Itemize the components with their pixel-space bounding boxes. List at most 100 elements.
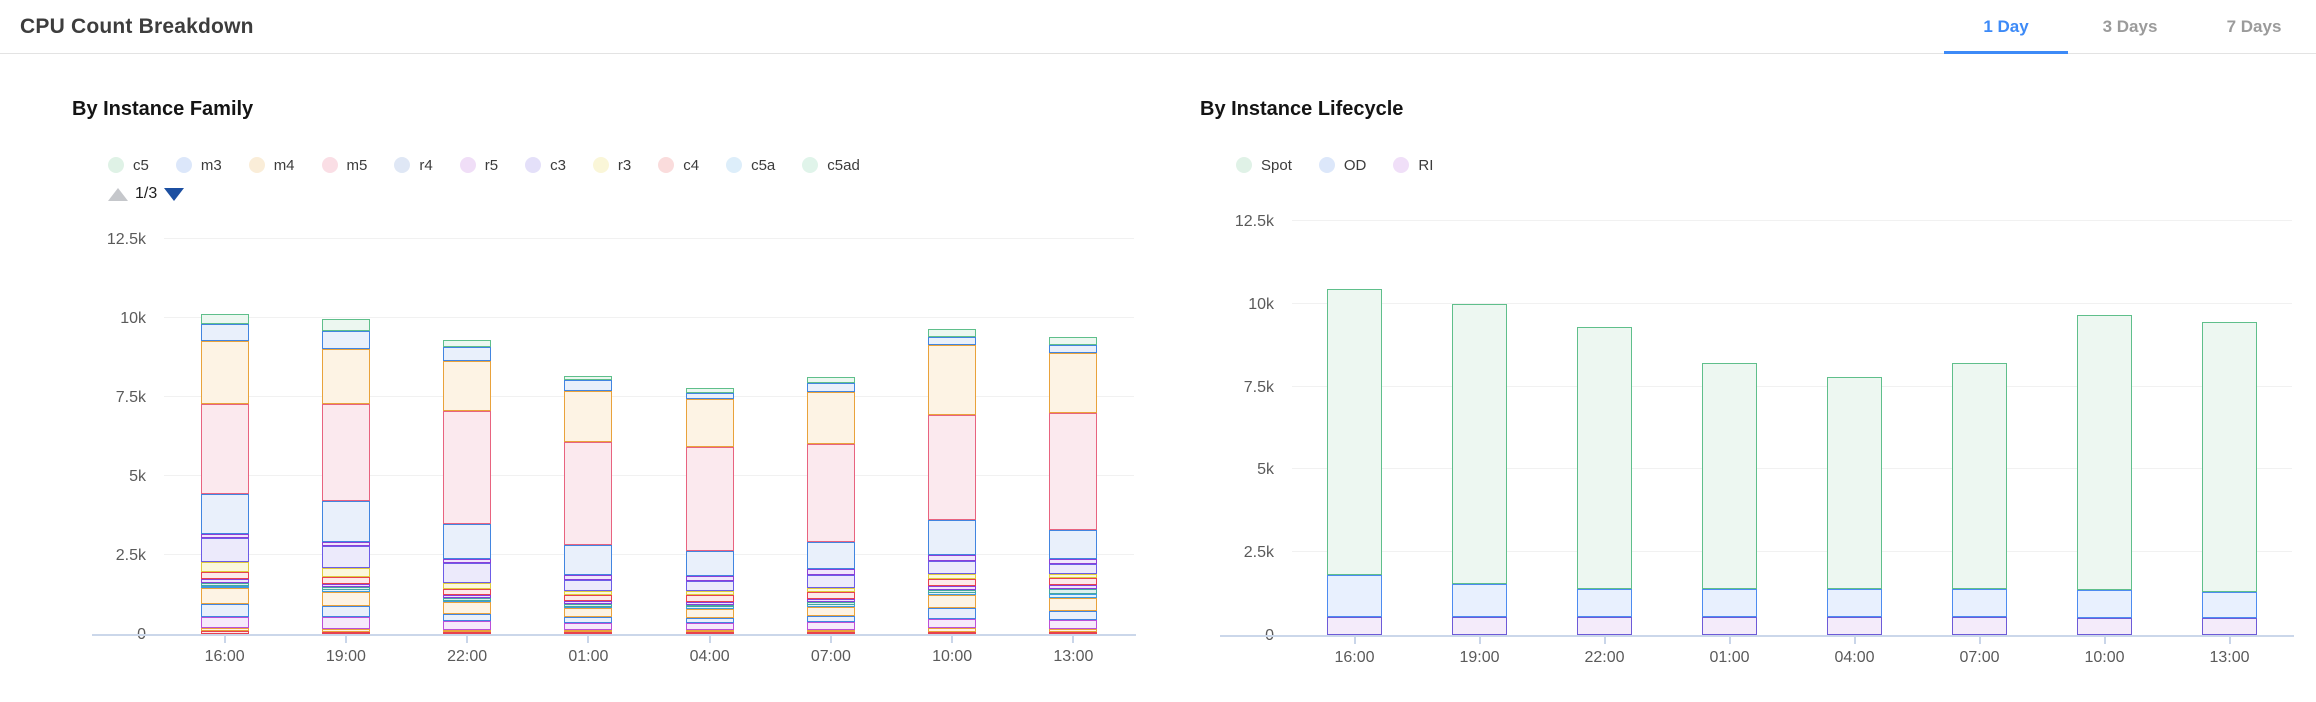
bar-segment-od[interactable] xyxy=(1827,588,1882,617)
bar-segment-red[interactable] xyxy=(806,592,855,600)
bar-segment-od[interactable] xyxy=(2077,590,2132,619)
bar-segment-yellow[interactable] xyxy=(928,573,977,579)
bar-07:00[interactable] xyxy=(1952,183,2007,635)
pager-down-icon[interactable] xyxy=(164,187,185,201)
bar-segment-pink[interactable] xyxy=(806,444,855,543)
bar-segment-blue[interactable] xyxy=(321,605,370,617)
bar-segment-purple[interactable] xyxy=(564,601,613,604)
bar-segment-yellow[interactable] xyxy=(685,591,734,595)
legend-item-r3[interactable]: r3 xyxy=(592,157,631,174)
bar-segment-pink[interactable] xyxy=(928,414,977,520)
bar-segment-amber[interactable] xyxy=(564,629,613,633)
bar-segment-indigo[interactable] xyxy=(1049,564,1098,574)
bar-segment-amber[interactable] xyxy=(685,629,734,633)
bar-19:00[interactable] xyxy=(1452,183,1507,635)
bar-segment-red[interactable] xyxy=(564,594,613,602)
bar-segment-amber[interactable] xyxy=(564,607,613,618)
bar-segment-red[interactable] xyxy=(443,588,492,595)
bar-segment-ri[interactable] xyxy=(1327,616,1382,635)
bar-segment-indigo[interactable] xyxy=(928,561,977,574)
bar-segment-teal[interactable] xyxy=(321,586,370,591)
bar-segment-amber[interactable] xyxy=(1049,598,1098,611)
bar-01:00[interactable] xyxy=(564,214,613,634)
legend-item-c5a[interactable]: c5a xyxy=(726,157,775,174)
bar-segment-yellow[interactable] xyxy=(564,591,613,595)
bar-segment-blue[interactable] xyxy=(1049,529,1098,560)
bar-segment-amber[interactable] xyxy=(321,348,370,405)
legend-item-c5[interactable]: c5 xyxy=(108,157,149,174)
bar-segment-blue[interactable] xyxy=(928,607,977,619)
bar-segment-blue[interactable] xyxy=(806,616,855,623)
bar-segment-purple[interactable] xyxy=(443,594,492,598)
bar-segment-indigo[interactable] xyxy=(443,563,492,583)
bar-segment-green[interactable] xyxy=(200,314,249,324)
bar-segment-purple[interactable] xyxy=(1049,584,1098,590)
bar-segment-teal[interactable] xyxy=(928,590,977,594)
bar-segment-red[interactable] xyxy=(200,572,249,580)
bar-segment-amber[interactable] xyxy=(1049,352,1098,413)
bar-segment-amber[interactable] xyxy=(806,392,855,445)
bar-segment-blue[interactable] xyxy=(200,323,249,341)
bar-segment-pink[interactable] xyxy=(685,446,734,551)
bar-segment-magenta[interactable] xyxy=(1049,620,1098,630)
bar-segment-blue[interactable] xyxy=(443,614,492,621)
bar-segment-spot[interactable] xyxy=(1577,327,1632,589)
bar-segment-spot[interactable] xyxy=(1327,288,1382,576)
bar-segment-purple[interactable] xyxy=(321,541,370,547)
bar-segment-red[interactable] xyxy=(200,631,249,634)
bar-segment-od[interactable] xyxy=(2202,591,2257,619)
bar-10:00[interactable] xyxy=(928,214,977,634)
bar-segment-magenta[interactable] xyxy=(443,620,492,630)
legend-item-m3[interactable]: m3 xyxy=(175,157,222,174)
legend-item-spot[interactable]: Spot xyxy=(1236,157,1292,174)
bar-13:00[interactable] xyxy=(1049,214,1098,634)
bar-segment-od[interactable] xyxy=(1327,575,1382,617)
bar-segment-amber[interactable] xyxy=(200,628,249,632)
bar-04:00[interactable] xyxy=(1827,183,1882,635)
bar-segment-green[interactable] xyxy=(806,376,855,384)
bar-segment-amber[interactable] xyxy=(928,345,977,415)
bar-segment-blue[interactable] xyxy=(443,524,492,559)
bar-segment-blue[interactable] xyxy=(806,383,855,393)
bar-segment-spot[interactable] xyxy=(1952,363,2007,589)
bar-16:00[interactable] xyxy=(1327,183,1382,635)
bar-segment-od[interactable] xyxy=(1452,583,1507,617)
bar-segment-red[interactable] xyxy=(1049,578,1098,585)
bar-segment-indigo[interactable] xyxy=(685,580,734,592)
bar-segment-red[interactable] xyxy=(321,576,370,584)
bar-segment-spot[interactable] xyxy=(2202,322,2257,592)
bar-segment-amber[interactable] xyxy=(200,588,249,604)
bar-segment-magenta[interactable] xyxy=(321,616,370,629)
bar-segment-blue[interactable] xyxy=(200,494,249,534)
bar-segment-purple[interactable] xyxy=(928,585,977,591)
bar-segment-pink[interactable] xyxy=(564,442,613,545)
bar-07:00[interactable] xyxy=(806,214,855,634)
bar-segment-purple[interactable] xyxy=(806,599,855,603)
bar-segment-blue[interactable] xyxy=(1049,610,1098,621)
bar-segment-od[interactable] xyxy=(1577,588,1632,617)
bar-segment-teal[interactable] xyxy=(564,603,613,607)
legend-item-r5[interactable]: r5 xyxy=(459,157,498,174)
bar-segment-purple[interactable] xyxy=(200,579,249,583)
bar-segment-blue[interactable] xyxy=(928,337,977,346)
bar-segment-red[interactable] xyxy=(928,578,977,586)
bar-segment-blue[interactable] xyxy=(806,542,855,569)
bar-segment-amber[interactable] xyxy=(1049,629,1098,633)
bar-segment-yellow[interactable] xyxy=(1049,573,1098,579)
bar-segment-blue[interactable] xyxy=(200,604,249,617)
bar-22:00[interactable] xyxy=(443,214,492,634)
bar-segment-magenta[interactable] xyxy=(806,622,855,631)
bar-segment-teal[interactable] xyxy=(806,602,855,606)
legend-item-m4[interactable]: m4 xyxy=(248,157,295,174)
bar-segment-ri[interactable] xyxy=(1452,616,1507,635)
bar-segment-ri[interactable] xyxy=(2202,618,2257,635)
legend-item-c3[interactable]: c3 xyxy=(525,157,566,174)
bar-segment-ri[interactable] xyxy=(1827,616,1882,635)
bar-segment-magenta[interactable] xyxy=(685,623,734,631)
bar-01:00[interactable] xyxy=(1702,183,1757,635)
bar-segment-green[interactable] xyxy=(321,318,370,332)
bar-segment-indigo[interactable] xyxy=(806,575,855,588)
tab-7-days[interactable]: 7 Days xyxy=(2226,16,2282,36)
legend-item-c5ad[interactable]: c5ad xyxy=(802,157,860,174)
bar-segment-amber[interactable] xyxy=(443,602,492,615)
